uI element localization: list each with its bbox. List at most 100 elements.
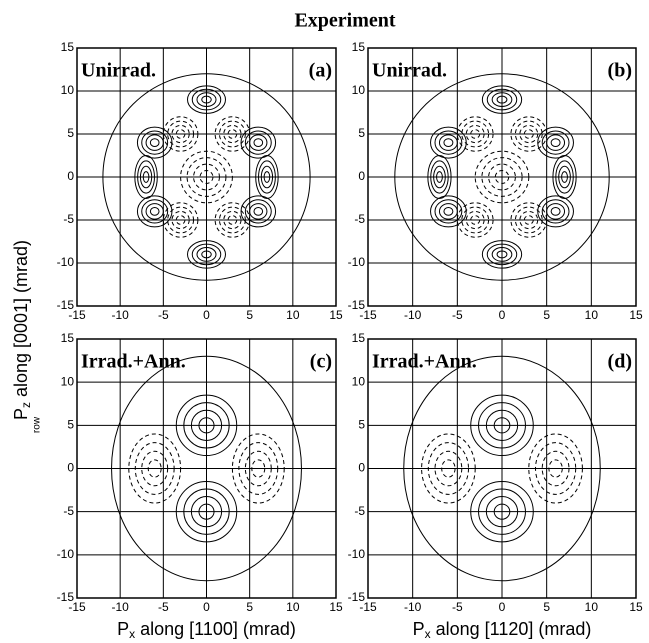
y-label-text: Pz along [0001] (mrad) bbox=[11, 240, 33, 420]
contour-line bbox=[149, 207, 160, 216]
y-tick-label: -10 bbox=[348, 547, 366, 561]
y-tick-label: 5 bbox=[67, 126, 74, 140]
x-label-subscript: x bbox=[425, 627, 431, 641]
contour-line bbox=[244, 199, 272, 224]
x-tick-label: -15 bbox=[68, 600, 86, 614]
x-label-symbol: P bbox=[117, 619, 129, 639]
contour-line bbox=[434, 199, 463, 224]
y-tick-label: 10 bbox=[61, 83, 75, 97]
x-label-main: along [1100] (mrad) bbox=[135, 619, 296, 639]
y-tick-label: 5 bbox=[358, 126, 365, 140]
panel-label: (d) bbox=[608, 351, 632, 373]
contour-line bbox=[541, 130, 570, 155]
contour-line bbox=[145, 134, 164, 151]
y-axis-label: Pz along [0001] (mrad) row bbox=[11, 240, 43, 433]
x-tick-label: -15 bbox=[359, 600, 377, 614]
x-label-main: along [1120] (mrad) bbox=[431, 619, 592, 639]
contour-line bbox=[546, 203, 566, 220]
x-tick-label: 10 bbox=[286, 600, 300, 614]
y-tick-label: -15 bbox=[348, 298, 366, 312]
panel-label: (b) bbox=[608, 60, 632, 82]
y-tick-label: -10 bbox=[348, 255, 366, 269]
contour-line bbox=[136, 126, 173, 159]
plot-frame bbox=[367, 338, 637, 599]
contour-line bbox=[550, 207, 561, 216]
x-label-symbol: P bbox=[413, 619, 425, 639]
x-tick-label: 10 bbox=[585, 600, 599, 614]
panel-annotation: Unirrad. bbox=[81, 60, 156, 82]
contour-line bbox=[443, 207, 454, 216]
y-tick-label: 10 bbox=[61, 374, 75, 388]
x-tick-label: -5 bbox=[452, 600, 463, 614]
panel-annotation: Irrad.+Ann. bbox=[372, 351, 477, 373]
x-label-subscript: x bbox=[129, 627, 135, 641]
y-tick-label: -10 bbox=[57, 255, 75, 269]
y-tick-label: 10 bbox=[352, 83, 366, 97]
y-label-note: row bbox=[32, 416, 43, 433]
y-tick-label: -15 bbox=[57, 590, 75, 604]
x-tick-label: 5 bbox=[246, 600, 253, 614]
y-tick-label: 15 bbox=[61, 40, 75, 54]
y-tick-label: -5 bbox=[63, 212, 74, 226]
y-tick-label: 15 bbox=[352, 331, 366, 345]
contour-line bbox=[244, 130, 272, 155]
y-tick-label: 10 bbox=[352, 374, 366, 388]
x-tick-label: 15 bbox=[329, 308, 343, 322]
x-tick-label: 5 bbox=[246, 308, 253, 322]
plot-frame bbox=[367, 47, 637, 307]
contour-line bbox=[541, 199, 570, 224]
contour-line bbox=[430, 195, 467, 228]
y-label-symbol: P bbox=[11, 408, 31, 420]
contour-line bbox=[430, 126, 467, 159]
contour-line bbox=[434, 130, 463, 155]
x-tick-label: -10 bbox=[404, 308, 422, 322]
x-tick-label: 5 bbox=[543, 600, 550, 614]
y-label-subscript: z bbox=[19, 402, 33, 408]
y-tick-label: 0 bbox=[358, 461, 365, 475]
x-tick-label: -15 bbox=[68, 308, 86, 322]
y-tick-label: 15 bbox=[61, 331, 75, 345]
y-tick-label: 0 bbox=[67, 461, 74, 475]
x-tick-label: 15 bbox=[329, 600, 343, 614]
panel-label: (c) bbox=[310, 351, 332, 373]
contour-line bbox=[240, 195, 277, 228]
contour-line bbox=[249, 134, 268, 151]
x-tick-label: 0 bbox=[203, 308, 210, 322]
contour-line bbox=[537, 126, 574, 159]
x-tick-label: -15 bbox=[359, 308, 377, 322]
y-tick-label: 5 bbox=[358, 418, 365, 432]
y-tick-label: -15 bbox=[57, 298, 75, 312]
x-tick-label: -5 bbox=[158, 308, 169, 322]
y-tick-label: -10 bbox=[57, 547, 75, 561]
y-tick-label: -5 bbox=[354, 504, 365, 518]
y-tick-label: 5 bbox=[67, 418, 74, 432]
contour-line bbox=[253, 138, 264, 147]
figure-title: Experiment bbox=[294, 10, 395, 32]
contour-line bbox=[141, 199, 169, 224]
x-tick-label: 15 bbox=[629, 600, 643, 614]
y-tick-label: -15 bbox=[348, 590, 366, 604]
contour-line bbox=[438, 203, 458, 220]
y-label-main: along [0001] (mrad) bbox=[11, 240, 31, 402]
x-tick-label: -10 bbox=[111, 308, 129, 322]
contour-line bbox=[240, 126, 277, 159]
x-axis-label: Px along [1120] (mrad) bbox=[413, 619, 592, 641]
x-tick-label: 15 bbox=[629, 308, 643, 322]
x-tick-label: 0 bbox=[203, 600, 210, 614]
contour-line bbox=[550, 138, 561, 147]
y-tick-label: -5 bbox=[354, 212, 365, 226]
x-tick-label: 0 bbox=[499, 308, 506, 322]
panel-label: (a) bbox=[309, 60, 332, 82]
x-tick-label: 0 bbox=[499, 600, 506, 614]
y-tick-label: -5 bbox=[63, 504, 74, 518]
contour-line bbox=[249, 203, 268, 220]
contour-line bbox=[546, 134, 566, 151]
contour-line bbox=[443, 138, 454, 147]
contour-line bbox=[149, 138, 160, 147]
panel-annotation: Irrad.+Ann. bbox=[81, 351, 186, 373]
panel-annotation: Unirrad. bbox=[372, 60, 447, 82]
x-axis-label: Px along [1100] (mrad) bbox=[117, 619, 296, 641]
x-tick-label: -5 bbox=[452, 308, 463, 322]
x-tick-label: 10 bbox=[585, 308, 599, 322]
plot-frame bbox=[76, 47, 337, 307]
